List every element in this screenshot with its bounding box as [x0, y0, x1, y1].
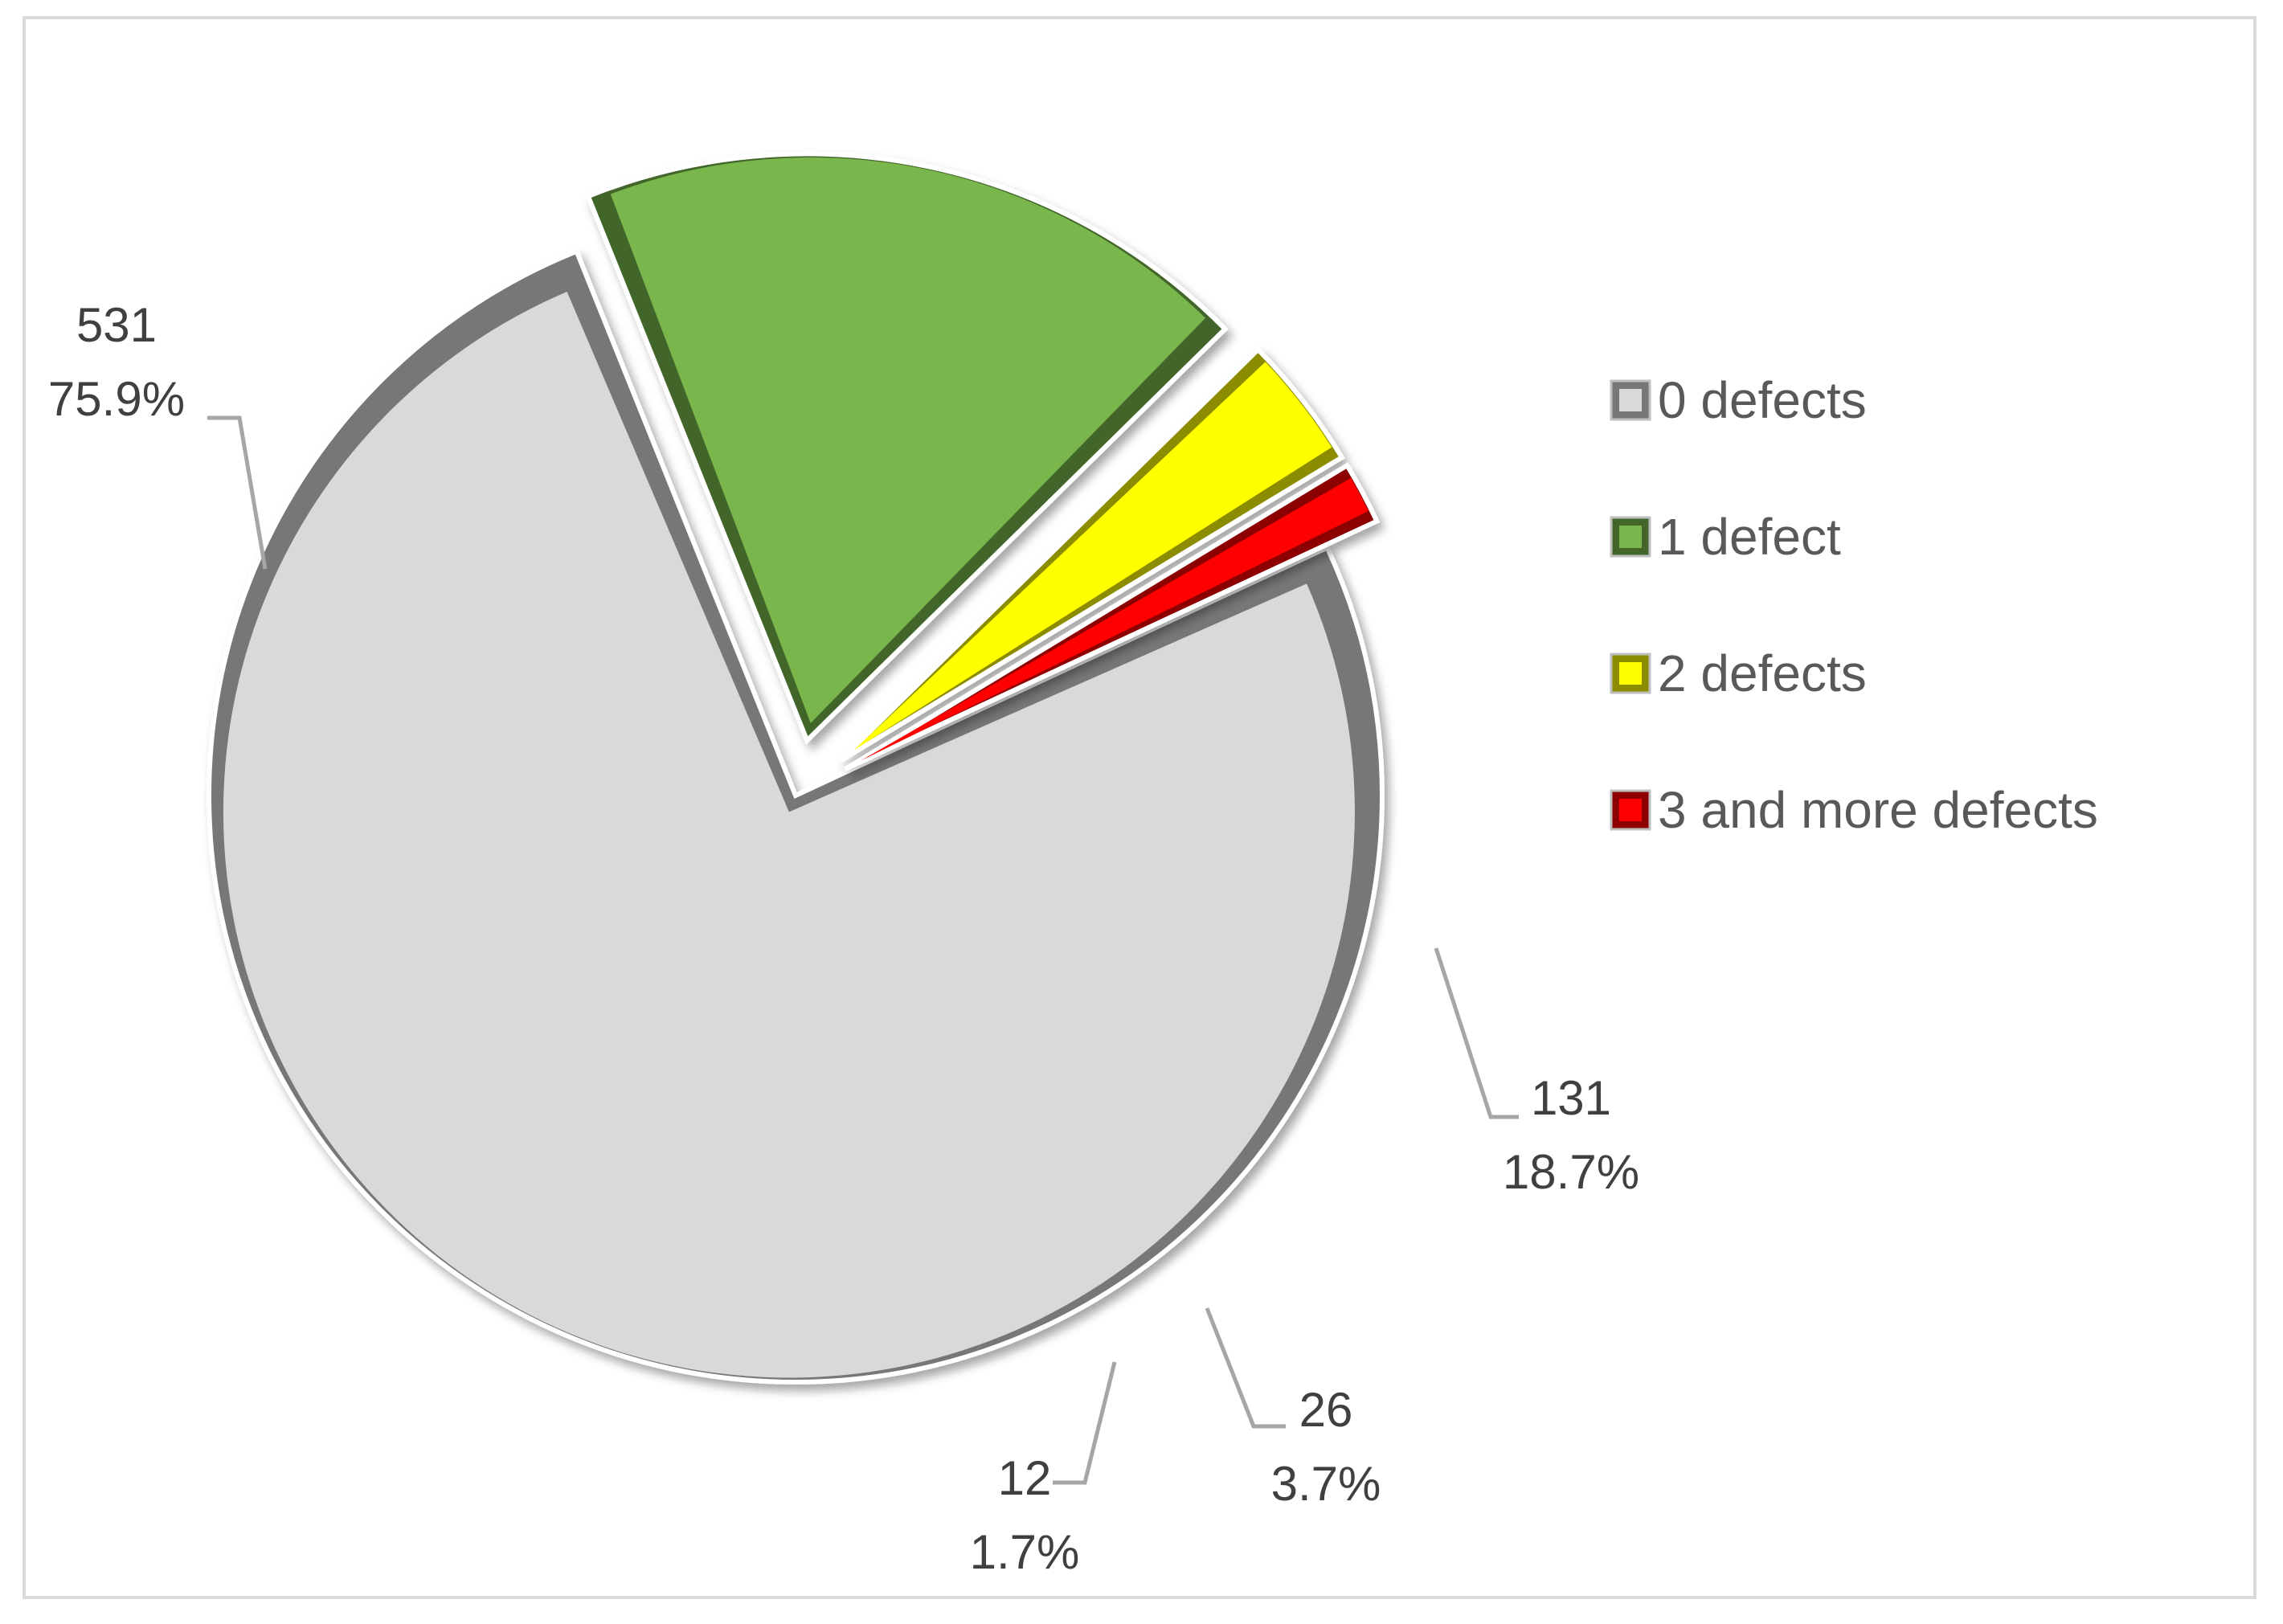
legend-label-0-defects: 0 defects: [1658, 371, 1867, 429]
legend-item-1-defect: 1 defect: [1610, 508, 1841, 566]
legend-swatch-face-3-and-more-defects: [1619, 799, 1642, 821]
pie-slice-face-2-defects: [853, 362, 1332, 751]
legend-swatch-face-2-defects: [1619, 662, 1642, 685]
leader-line-0-defects: [207, 415, 268, 570]
legend-label-2-defects: 2 defects: [1658, 644, 1867, 702]
legend-label-1-defect: 1 defect: [1658, 508, 1841, 566]
legend-label-3-and-more-defects: 3 and more defects: [1658, 781, 2098, 839]
legend-item-3-and-more-defects: 3 and more defects: [1610, 781, 2098, 839]
leader-line-1-defect: [1434, 947, 1519, 1119]
leader-lines: [207, 415, 1519, 1485]
pie-slice-face-0-defects: [223, 291, 1355, 1378]
pie-slice-face-3-and-more-defects: [861, 477, 1369, 761]
leader-line-2-defects: [1205, 1307, 1286, 1429]
pie-slice-face-1-defect: [610, 157, 1206, 723]
percent-label-1-defect: 18.7%: [1503, 1145, 1639, 1199]
legend-item-0-defects: 0 defects: [1610, 371, 1867, 429]
value-label-0-defects: 531: [76, 298, 157, 352]
pie-slices: [207, 151, 1385, 1385]
value-label-2-defects: 26: [1299, 1383, 1353, 1437]
data-labels: 531 75.9% 131 18.7% 26 3.7% 12 1.7%: [48, 298, 1639, 1579]
legend-swatch-face-0-defects: [1619, 389, 1642, 411]
legend-item-2-defects: 2 defects: [1610, 644, 1867, 702]
legend: 0 defects 1 defect 2 defects 3 and more def…: [1610, 371, 2098, 839]
percent-label-2-defects: 3.7%: [1271, 1457, 1381, 1511]
value-label-1-defect: 131: [1531, 1071, 1611, 1125]
leader-line-3-and-more-defects: [1053, 1361, 1117, 1485]
percent-label-0-defects: 75.9%: [48, 372, 185, 426]
value-label-3-and-more-defects: 12: [998, 1451, 1052, 1505]
percent-label-3-and-more-defects: 1.7%: [970, 1525, 1080, 1579]
legend-swatch-face-1-defect: [1619, 526, 1642, 548]
